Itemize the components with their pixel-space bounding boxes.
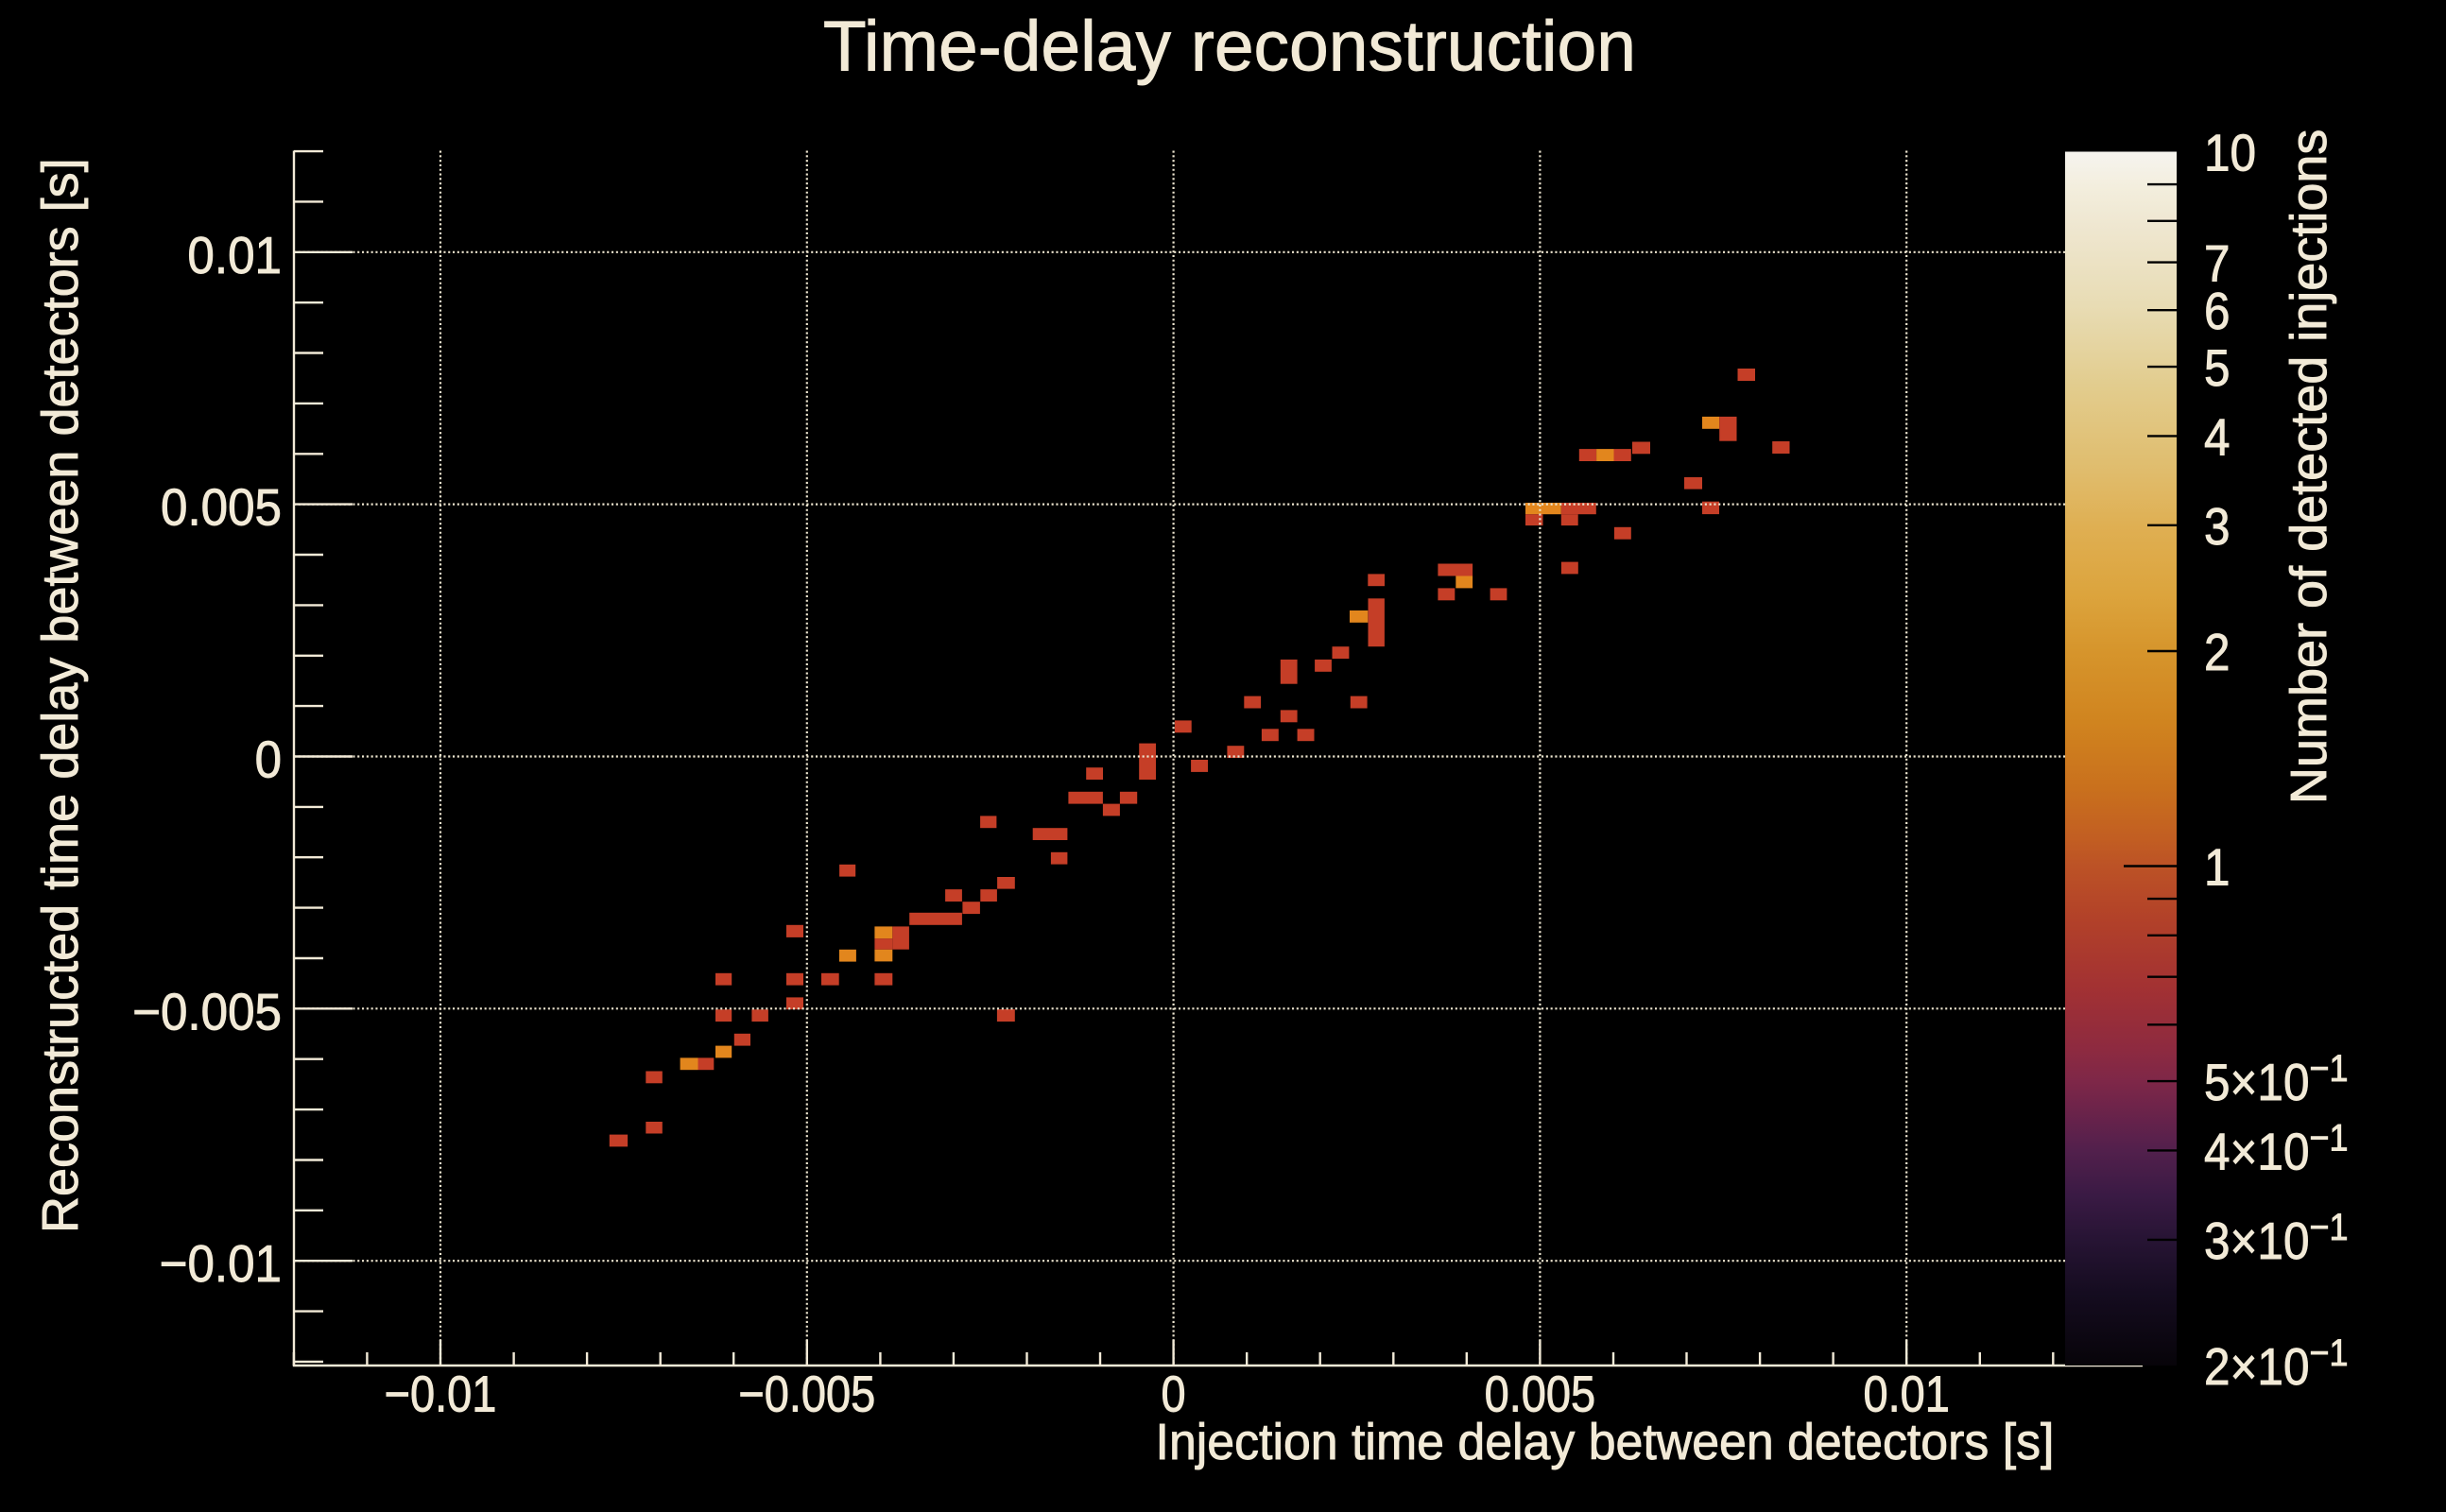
svg-text:0.01: 0.01 bbox=[1864, 1366, 1950, 1423]
svg-text:4: 4 bbox=[2204, 407, 2231, 466]
svg-text:4×10−1: 4×10−1 bbox=[2204, 1117, 2349, 1180]
svg-text:0: 0 bbox=[1162, 1366, 1186, 1423]
svg-text:2: 2 bbox=[2204, 623, 2231, 681]
svg-text:3×10−1: 3×10−1 bbox=[2204, 1207, 2349, 1270]
svg-text:−0.005: −0.005 bbox=[132, 982, 282, 1040]
svg-text:Injection time delay between d: Injection time delay between detectors [… bbox=[1156, 1414, 2055, 1470]
svg-text:0: 0 bbox=[255, 730, 282, 789]
svg-text:Reconstructed time delay betwe: Reconstructed time delay between detecto… bbox=[32, 158, 89, 1233]
svg-text:5×10−1: 5×10−1 bbox=[2204, 1048, 2349, 1111]
svg-text:0.005: 0.005 bbox=[161, 478, 282, 537]
svg-text:0.005: 0.005 bbox=[1485, 1366, 1596, 1423]
svg-text:6: 6 bbox=[2204, 282, 2231, 340]
svg-text:−0.01: −0.01 bbox=[385, 1366, 497, 1423]
svg-text:Time-delay reconstruction: Time-delay reconstruction bbox=[823, 7, 1636, 86]
svg-text:2×10−1: 2×10−1 bbox=[2204, 1332, 2349, 1396]
svg-text:7: 7 bbox=[2204, 234, 2231, 293]
svg-text:−0.005: −0.005 bbox=[738, 1366, 875, 1423]
svg-text:3: 3 bbox=[2204, 497, 2231, 556]
svg-text:5: 5 bbox=[2204, 338, 2231, 397]
svg-text:0.01: 0.01 bbox=[187, 226, 282, 284]
svg-text:Number of detected injections: Number of detected injections bbox=[2281, 129, 2337, 804]
svg-text:−0.01: −0.01 bbox=[160, 1234, 282, 1293]
svg-text:10: 10 bbox=[2204, 124, 2256, 182]
svg-text:1: 1 bbox=[2204, 838, 2231, 897]
